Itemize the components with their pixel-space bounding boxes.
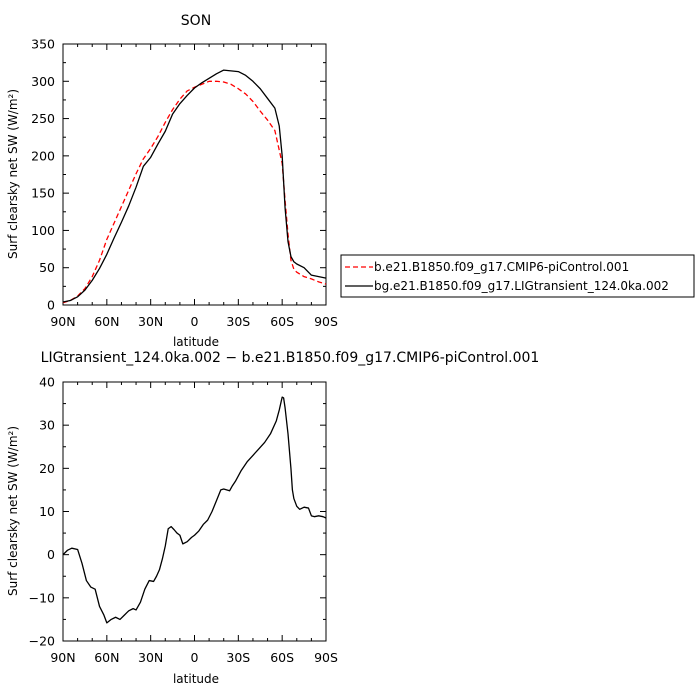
- top-y-tick-label: 0: [47, 298, 55, 313]
- top-x-tick-label: 60S: [270, 314, 294, 329]
- top-x-axis-label: latitude: [173, 335, 219, 349]
- top-x-tick-label: 0: [191, 314, 199, 329]
- top-y-tick-label: 300: [31, 74, 55, 89]
- top-x-tick-label: 90N: [50, 314, 75, 329]
- bottom-y-tick-label: 40: [39, 375, 55, 390]
- bottom-x-tick-label: 60S: [270, 650, 294, 665]
- bottom-y-tick-label: 10: [39, 504, 55, 519]
- top-x-tick-label: 90S: [314, 314, 338, 329]
- top-y-tick-label: 100: [31, 223, 55, 238]
- bottom-y-tick-label: 30: [39, 418, 55, 433]
- top-series-line-0: [62, 80, 327, 304]
- bottom-x-tick-label: 0: [191, 650, 199, 665]
- top-y-axis-label: Surf clearsky net SW (W/m²): [6, 89, 20, 259]
- bottom-y-tick-label: 20: [39, 461, 55, 476]
- bottom-y-axis-label: Surf clearsky net SW (W/m²): [6, 426, 20, 596]
- top-x-tick-label: 60N: [94, 314, 119, 329]
- top-y-tick-label: 50: [39, 260, 55, 275]
- top-y-tick-label: 200: [31, 148, 55, 163]
- bottom-panel-title: LIGtransient_124.0ka.002 − b.e21.B1850.f…: [41, 350, 540, 366]
- top-panel-title: SON: [181, 13, 211, 29]
- top-y-tick-label: 350: [31, 37, 55, 52]
- bottom-series-lines: [62, 396, 327, 624]
- top-plot-frame: [62, 43, 327, 306]
- legend-box: [340, 254, 695, 298]
- top-panel: SON 90N 60N 30N 0 30S 60S 90S 0 50 100 150 200 250 30…: [6, 13, 338, 349]
- legend: b.e21.B1850.f09_g17.CMIP6-piControl.001 …: [340, 254, 695, 298]
- bottom-x-tick-label: 30N: [138, 650, 163, 665]
- bottom-y-tick-label: −10: [29, 590, 55, 605]
- legend-label-piControl: b.e21.B1850.f09_g17.CMIP6-piControl.001: [374, 260, 629, 274]
- bottom-x-axis-label: latitude: [173, 672, 219, 686]
- top-series-line-1: [62, 69, 327, 303]
- bottom-x-tick-label: 90S: [314, 650, 338, 665]
- legend-label-LIGtransient: bg.e21.B1850.f09_g17.LIGtransient_124.0k…: [374, 279, 669, 293]
- top-x-tick-label: 30S: [226, 314, 250, 329]
- top-y-tick-label: 250: [31, 111, 55, 126]
- bottom-y-tick-label: −20: [29, 634, 55, 649]
- top-axis-ticks: 90N 60N 30N 0 30S 60S 90S 0 50 100 150 200 250 300 350: [31, 37, 338, 330]
- bottom-axis-ticks: 90N 60N 30N 0 30S 60S 90S −20 −10 0 10 20 30 40: [29, 375, 338, 666]
- bottom-x-tick-label: 30S: [226, 650, 250, 665]
- top-series-lines: [62, 69, 327, 304]
- top-x-tick-label: 30N: [138, 314, 163, 329]
- top-y-tick-label: 150: [31, 186, 55, 201]
- bottom-y-tick-label: 0: [47, 547, 55, 562]
- bottom-x-tick-label: 90N: [50, 650, 75, 665]
- bottom-panel: LIGtransient_124.0ka.002 − b.e21.B1850.f…: [6, 350, 539, 686]
- bottom-series-line-0: [62, 396, 327, 624]
- bottom-x-tick-label: 60N: [94, 650, 119, 665]
